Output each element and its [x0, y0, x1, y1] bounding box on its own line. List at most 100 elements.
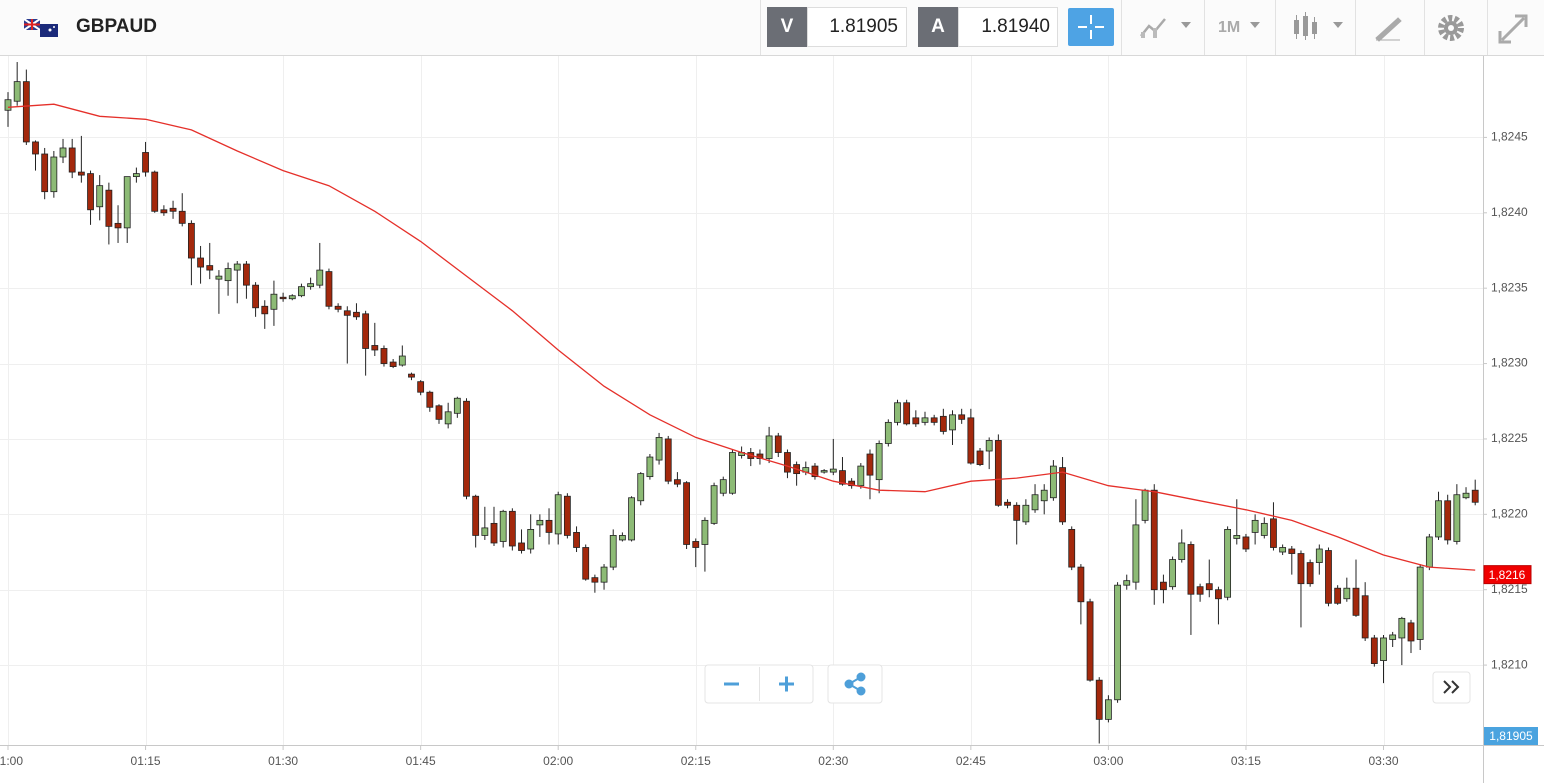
candle-body [1077, 566, 1085, 603]
candle-body [1169, 559, 1176, 588]
candle-style-button[interactable] [1294, 12, 1343, 40]
y-tick-label: 1,8210 [1491, 657, 1528, 671]
zoom-in-button[interactable] [779, 676, 794, 692]
candle-body [1325, 550, 1332, 604]
candle-body [178, 210, 186, 224]
candle-body [1398, 617, 1406, 639]
candle-body [563, 495, 571, 536]
scroll-end-button[interactable] [1443, 680, 1460, 694]
candle-body [894, 402, 901, 423]
candle-body [884, 421, 892, 444]
candle-body [765, 435, 773, 459]
candle-body [1013, 504, 1021, 521]
candle-body [1031, 494, 1039, 511]
candle-body [142, 152, 149, 173]
ask-label-box[interactable] [918, 7, 958, 47]
candle-body [279, 296, 287, 300]
bid-value[interactable]: 1.81905 [829, 16, 898, 37]
y-tick-label: 1,8230 [1491, 356, 1528, 370]
candle-body [77, 171, 85, 176]
candle-body [1105, 699, 1112, 720]
bid-label[interactable]: V [781, 16, 794, 37]
candle-body [4, 99, 12, 111]
candle-body [1178, 542, 1186, 560]
candle-body [719, 479, 727, 494]
fullscreen-button[interactable] [1498, 14, 1528, 44]
settings-button[interactable] [1438, 15, 1464, 41]
candle-body [811, 465, 819, 478]
candle-body [848, 480, 856, 487]
candle-body [169, 207, 177, 212]
candle-body [444, 411, 452, 425]
candle-body [1049, 465, 1057, 499]
candle-body [930, 417, 938, 423]
candle-body [490, 522, 498, 544]
candle-body [729, 452, 736, 494]
candle-body [674, 479, 681, 485]
candle-body [463, 400, 470, 497]
bid-box[interactable] [807, 7, 907, 47]
candle-body [472, 495, 480, 536]
candle-body [921, 417, 929, 423]
candle-body [518, 542, 525, 551]
candle-body [1471, 489, 1479, 503]
candle-body [1407, 622, 1415, 642]
symbol: GBPAUD [76, 16, 157, 37]
candle-body [343, 310, 351, 316]
candle-body [857, 465, 865, 487]
candle-body [1196, 586, 1204, 595]
candle-body [903, 402, 911, 425]
ask-box[interactable] [958, 7, 1058, 47]
candle-body [132, 173, 140, 178]
candle-body [839, 470, 846, 485]
crosshair-button[interactable] [1068, 8, 1114, 46]
candle-body [1416, 566, 1424, 640]
candle-body [408, 373, 415, 378]
candle-body [334, 305, 342, 310]
ask-value[interactable]: 1.81940 [981, 16, 1050, 37]
ask-label[interactable]: A [931, 16, 945, 37]
candle-body [123, 176, 131, 229]
x-tick-label: 02:30 [818, 754, 848, 768]
timeframe-arrow[interactable] [1250, 22, 1260, 28]
candle-body [1224, 529, 1232, 598]
candle-body [1150, 489, 1158, 591]
candle-body [710, 485, 718, 524]
bid-label-box[interactable] [767, 7, 807, 47]
candle-body [1288, 548, 1296, 554]
candle-body [1022, 504, 1030, 523]
candle-body [1270, 518, 1277, 548]
candle-body [215, 275, 223, 280]
candle-body [252, 284, 259, 309]
candle-body [1251, 519, 1259, 533]
bid-price-badge [1484, 727, 1538, 745]
timeframe[interactable]: 1M [1218, 19, 1240, 36]
candle-body [1095, 679, 1103, 720]
flag-icon [23, 18, 58, 37]
chart-type-button[interactable] [1140, 18, 1191, 38]
candle-body [1059, 467, 1066, 523]
candle-body [243, 263, 250, 286]
candle-body [985, 440, 993, 452]
drawing-tool-button[interactable] [1375, 17, 1402, 42]
y-tick-label: 1,8225 [1491, 431, 1528, 445]
candle-body [96, 185, 104, 208]
candle-body [939, 415, 947, 432]
candle-body [912, 417, 920, 425]
candle-body [976, 450, 984, 465]
candle-body [325, 271, 333, 307]
x-tick-label: 01:00 [0, 754, 23, 768]
candle-body [582, 547, 590, 580]
candle-body [68, 147, 76, 173]
bid-price-label: 1,81905 [1489, 729, 1533, 743]
candle-body [1343, 587, 1351, 600]
share-button[interactable] [844, 672, 866, 696]
y-tick-label: 1,8245 [1491, 130, 1528, 144]
candle-body [206, 265, 214, 271]
candle-body [1114, 584, 1121, 701]
x-tick-label: 02:45 [956, 754, 986, 768]
candle-body [554, 494, 562, 535]
candle-body [1040, 489, 1048, 502]
candle-body [1425, 536, 1433, 568]
